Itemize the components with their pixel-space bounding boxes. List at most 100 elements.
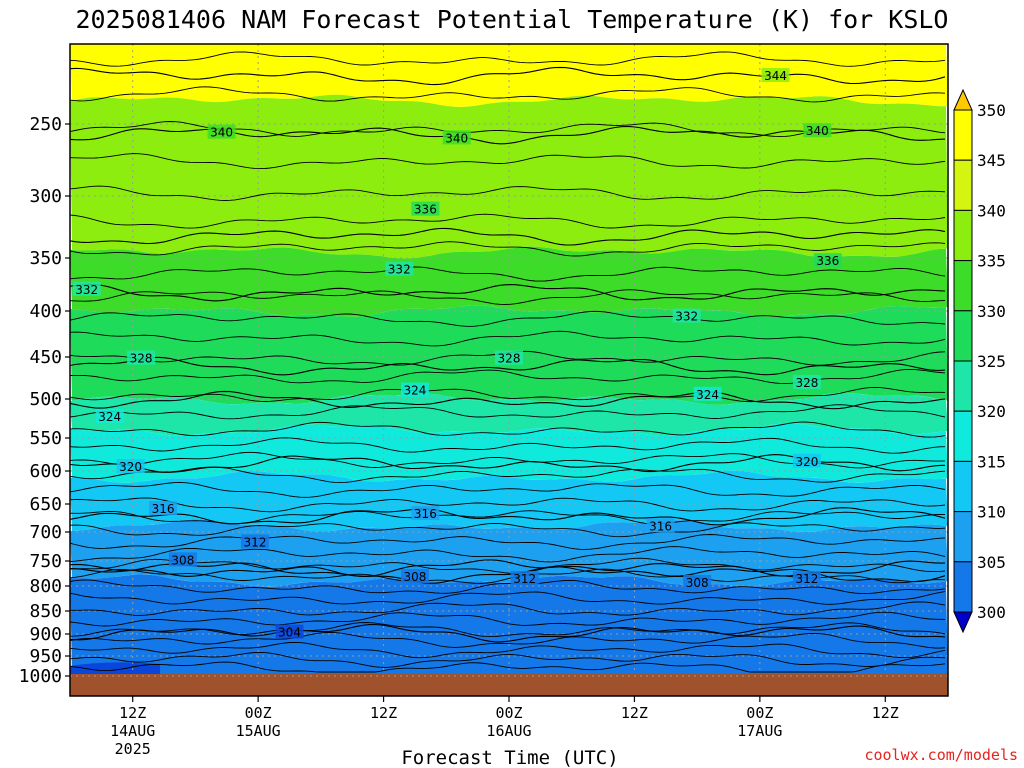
contour-label: 308 <box>403 570 426 584</box>
y-tick-label: 850 <box>29 601 62 622</box>
contour-label-bg <box>116 459 145 474</box>
contour-line-336 <box>69 227 946 246</box>
contour-label: 312 <box>244 535 267 549</box>
colorbar-tick-label: 325 <box>977 352 1006 371</box>
contour-label-bg <box>385 261 414 276</box>
colorbar-tick-label: 305 <box>977 553 1006 572</box>
contour-label: 316 <box>414 507 437 521</box>
colorbar: 350 345 340 335 330 325 320 315 310 305 300 <box>953 88 1006 634</box>
chart-title: 2025081406 NAM Forecast Potential Temper… <box>76 5 949 34</box>
contour-label-bg <box>792 375 821 390</box>
contour-line <box>70 601 946 616</box>
contour-label: 312 <box>795 572 818 586</box>
contour-line <box>69 437 946 454</box>
contour-label-bg <box>510 571 539 585</box>
y-tick-label: 500 <box>29 389 62 410</box>
contour-line <box>69 330 946 347</box>
contour-label-bg <box>127 350 156 365</box>
contour-line <box>69 546 946 563</box>
contour-label: 340 <box>806 124 829 138</box>
contour-line <box>69 522 946 538</box>
contour-line <box>69 482 946 498</box>
contour-label: 324 <box>98 410 121 424</box>
theta-band-325 <box>70 392 948 436</box>
contour-label-bg <box>803 123 832 138</box>
contour-line <box>69 611 946 627</box>
contour-line <box>69 641 946 659</box>
contour-label: 324 <box>403 384 426 398</box>
contour-line <box>69 213 946 229</box>
contour-line <box>69 386 946 403</box>
colorbar-tick-label: 330 <box>977 302 1006 321</box>
contour-line <box>69 534 946 550</box>
contour-line <box>69 185 946 201</box>
x-tick-label: 12Z <box>119 704 146 722</box>
contour-label-bg <box>400 382 429 397</box>
contour-line <box>69 510 946 525</box>
contour-line <box>69 591 946 605</box>
contour-label-bg <box>813 253 842 268</box>
contour-line-332 <box>69 283 946 302</box>
theta-band-300 <box>70 662 160 674</box>
contour-label-bg <box>168 552 197 567</box>
y-tick-label: 300 <box>29 186 62 207</box>
contour-label-bg <box>400 569 429 583</box>
colorbar-tick-label: 310 <box>977 503 1006 522</box>
contour-label-bg <box>149 501 178 516</box>
y-tick-label: 350 <box>29 248 62 269</box>
x-tick-label: 00Z <box>495 704 522 722</box>
y-tick-label: 600 <box>29 461 62 482</box>
x-axis-label: Forecast Time (UTC) <box>401 747 618 768</box>
contour-line <box>69 661 946 673</box>
colorbar-swatch <box>953 310 973 362</box>
contour-line <box>69 466 946 484</box>
contour-label: 320 <box>795 455 818 469</box>
y-tick-label: 400 <box>29 301 62 322</box>
y-tick-label: 250 <box>29 114 62 135</box>
y-tick-label: 750 <box>29 551 62 572</box>
contour-line <box>69 622 946 638</box>
contour-line <box>69 289 946 305</box>
colorbar-tick-label: 340 <box>977 201 1006 220</box>
y-tick-label: 900 <box>29 624 62 645</box>
contour-label-bg <box>207 124 236 139</box>
contour-labels: 344 340 340 340 336 336 332 332 332 328 328 328 324 3… <box>72 68 842 640</box>
contour-label: 332 <box>388 263 411 277</box>
colorbar-tick-label: 320 <box>977 402 1006 421</box>
contour-label-bg <box>495 350 523 365</box>
contour-label-bg <box>275 624 304 639</box>
contour-label-bg <box>442 130 471 145</box>
colorbar-arrow-bottom <box>953 611 973 634</box>
contour-label: 308 <box>686 576 709 590</box>
contour-line <box>69 266 946 282</box>
colorbar-swatch <box>953 159 973 211</box>
contour-line <box>69 557 946 574</box>
contour-label: 340 <box>445 131 468 145</box>
contour-line <box>69 651 946 668</box>
x-tick-date: 15AUG <box>236 722 281 740</box>
contour-label: 316 <box>152 502 175 516</box>
y-tick-label: 550 <box>29 428 62 449</box>
contour-label-bg <box>72 281 101 296</box>
colorbar-swatch <box>953 209 973 262</box>
contour-line-328 <box>69 356 946 376</box>
contour-label: 328 <box>130 352 153 366</box>
contour-line <box>69 241 946 257</box>
colorbar-tick-label: 315 <box>977 452 1006 471</box>
contour-line <box>69 404 946 420</box>
x-tick-label: 00Z <box>245 704 272 722</box>
credit-text: coolwx.com/models <box>864 746 1018 764</box>
colorbar-swatch <box>953 511 973 563</box>
grid-lines <box>70 44 948 677</box>
contour-label-bg <box>241 534 270 549</box>
colorbar-tick-label: 335 <box>977 252 1006 271</box>
y-tick-label: 450 <box>29 347 62 368</box>
contour-label: 324 <box>696 388 719 402</box>
contour-label-bg <box>672 308 701 323</box>
colorbar-arrow-top <box>953 88 973 111</box>
colorbar-swatch <box>953 360 973 412</box>
x-tick-label: 00Z <box>746 704 773 722</box>
x-tick-date: 16AUG <box>486 722 531 740</box>
